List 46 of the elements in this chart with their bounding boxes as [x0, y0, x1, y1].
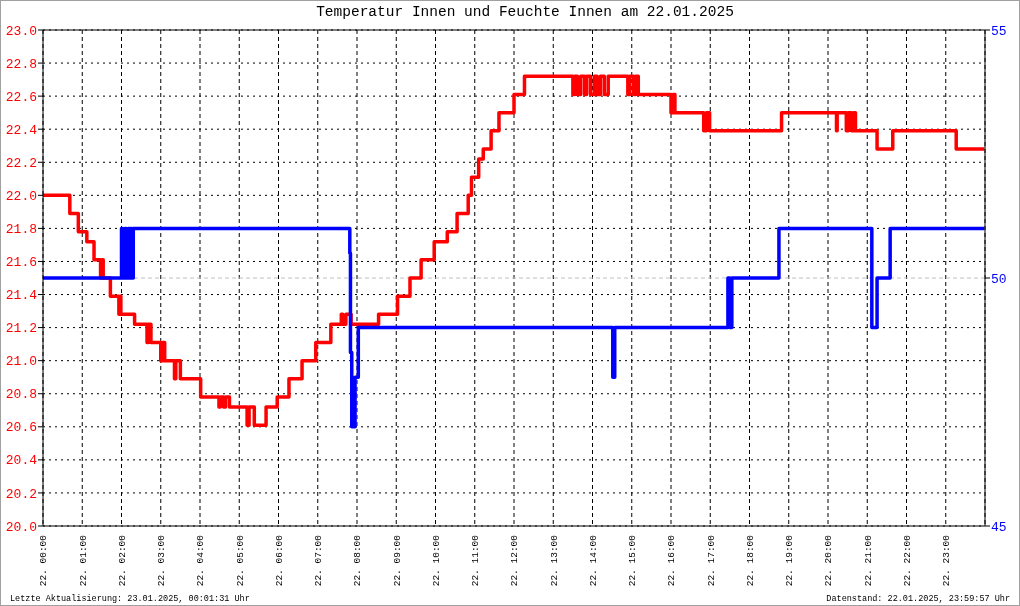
y-tick-label: 21.0 — [5, 354, 37, 370]
x-tick-label: 22. 11:00 — [470, 534, 482, 587]
x-tick-label: 22. 08:00 — [352, 534, 364, 587]
text: Letzte Aktualisierung: 23.01.2025, 00:01:31 Uhr — [10, 594, 250, 604]
x-tick-label: 22. 05:00 — [234, 534, 246, 587]
x-tick-label: 22. 09:00 — [391, 534, 403, 587]
x-tick-label: 22. 12:00 — [509, 534, 521, 587]
x-tick-label: 22. 10:00 — [430, 534, 442, 587]
y2-tick-label: 55 — [991, 23, 1007, 39]
x-tick-label: 22. 22:00 — [901, 534, 913, 587]
y-tick-label: 20.8 — [5, 387, 37, 403]
x-tick-label: 22. 23:00 — [941, 534, 953, 587]
x-tick-label: 22. 16:00 — [666, 534, 678, 587]
x-tick-label: 22. 01:00 — [77, 534, 89, 587]
y-tick-label: 21.8 — [5, 222, 37, 238]
y-tick-label: 22.2 — [5, 155, 37, 171]
x-tick-label: 22. 00:00 — [38, 534, 50, 587]
x-tick-label: 22. 17:00 — [705, 534, 717, 587]
x-tick-label: 22. 19:00 — [784, 534, 796, 587]
x-tick-label: 22. 18:00 — [744, 534, 756, 587]
x-tick-label: 22. 04:00 — [195, 534, 207, 587]
y-tick-label: 22.4 — [5, 122, 38, 138]
text: Datenstand: 22.01.2025, 23:59:57 Uhr — [826, 594, 1010, 604]
y-tick-label: 21.4 — [5, 288, 38, 304]
x-tick-label: 22. 21:00 — [862, 534, 874, 587]
y-tick-label: 21.6 — [5, 255, 37, 271]
y2-tick-label: 45 — [991, 519, 1007, 535]
y-tick-label: 20.6 — [5, 420, 37, 436]
y-tick-label: 23.0 — [5, 23, 37, 39]
y-tick-label: 20.0 — [5, 519, 37, 535]
x-tick-label: 22. 13:00 — [548, 534, 560, 587]
x-tick-label: 22. 07:00 — [313, 534, 325, 587]
y2-tick-label: 50 — [991, 271, 1007, 287]
x-tick-label: 22. 03:00 — [156, 534, 168, 587]
y-tick-label: 22.6 — [5, 89, 37, 105]
y-tick-label: 21.2 — [5, 321, 37, 337]
y-tick-label: 22.0 — [5, 188, 37, 204]
chart-title: Temperatur Innen und Feuchte Innen am 22.01.2025 — [316, 4, 734, 20]
x-tick-label: 22. 20:00 — [823, 534, 835, 587]
x-tick-label: 22. 06:00 — [273, 534, 285, 587]
x-tick-label: 22. 15:00 — [627, 534, 639, 587]
x-tick-label: 22. 14:00 — [587, 534, 599, 587]
y-tick-label: 20.2 — [5, 486, 37, 502]
y-tick-label: 22.8 — [5, 56, 37, 72]
y-tick-label: 20.4 — [5, 453, 38, 469]
x-tick-label: 22. 02:00 — [116, 534, 128, 587]
